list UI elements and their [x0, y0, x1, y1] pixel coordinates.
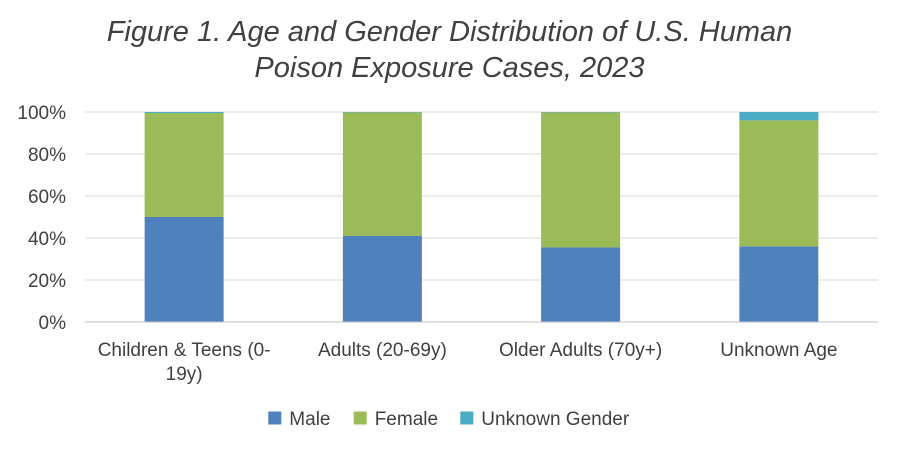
chart-title: Figure 1. Age and Gender Distribution of…	[0, 14, 899, 86]
bar-male	[541, 247, 621, 322]
y-tick-label: 40%	[28, 229, 66, 250]
bar-unknown-gender	[144, 112, 224, 114]
bar-male	[144, 217, 224, 322]
x-axis: Children & Teens (0- 19y) Adults (20-69y) O…	[85, 321, 878, 385]
x-category-label: Unknown Age	[720, 340, 837, 361]
bar-female	[541, 112, 621, 248]
y-tick-label: 20%	[28, 271, 66, 292]
x-category-label: Older Adults (70y+)	[499, 340, 662, 361]
legend-label-female: Female	[375, 409, 438, 430]
legend-swatch-male	[268, 411, 282, 425]
bar-series	[144, 112, 819, 322]
bar-unknown-gender	[739, 112, 819, 121]
y-tick-label: 60%	[28, 187, 66, 208]
x-category-label: 19y)	[166, 364, 203, 385]
bar-female	[342, 112, 422, 236]
bar-female	[144, 113, 224, 217]
bar-female	[739, 120, 819, 247]
legend-swatch-unknown-gender	[460, 411, 474, 425]
x-category-label: Children & Teens (0-	[98, 340, 271, 361]
chart-title-line-2: Poison Exposure Cases, 2023	[254, 52, 645, 84]
y-tick-label: 0%	[39, 313, 67, 334]
y-tick-label: 80%	[28, 145, 66, 166]
legend-label-unknown-gender: Unknown Gender	[481, 409, 630, 430]
bar-male	[342, 235, 422, 322]
legend-label-male: Male	[289, 409, 330, 430]
legend-swatch-female	[353, 411, 367, 425]
x-category-label: Adults (20-69y)	[318, 340, 447, 361]
chart-title-line-1: Figure 1. Age and Gender Distribution of…	[106, 16, 793, 48]
y-tick-label: 100%	[17, 103, 66, 124]
y-axis: 0% 20% 40% 60% 80% 100%	[17, 103, 66, 334]
bar-male	[739, 246, 819, 322]
legend: Male Female Unknown Gender	[268, 409, 630, 430]
